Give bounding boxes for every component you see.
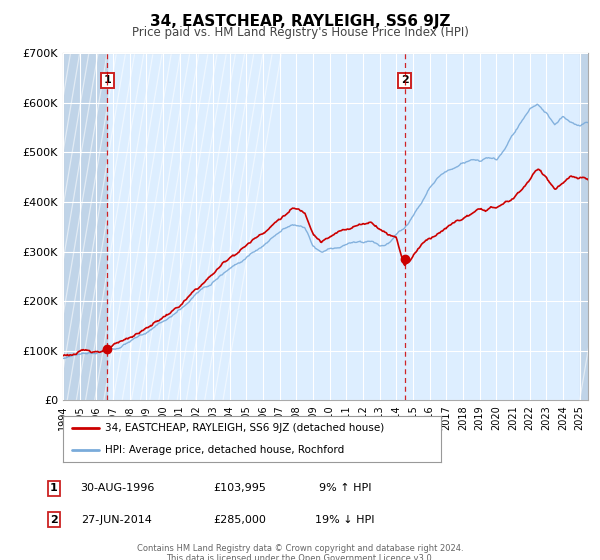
- Text: 2: 2: [50, 515, 58, 525]
- Text: 27-JUN-2014: 27-JUN-2014: [82, 515, 152, 525]
- Text: Price paid vs. HM Land Registry's House Price Index (HPI): Price paid vs. HM Land Registry's House …: [131, 26, 469, 39]
- Text: £285,000: £285,000: [214, 515, 266, 525]
- Bar: [580, 53, 600, 400]
- Text: 34, EASTCHEAP, RAYLEIGH, SS6 9JZ: 34, EASTCHEAP, RAYLEIGH, SS6 9JZ: [150, 14, 450, 29]
- Bar: [63, 53, 107, 400]
- Text: This data is licensed under the Open Government Licence v3.0.: This data is licensed under the Open Gov…: [166, 554, 434, 560]
- Text: 2: 2: [401, 76, 409, 86]
- Text: 9% ↑ HPI: 9% ↑ HPI: [319, 483, 371, 493]
- Text: £103,995: £103,995: [214, 483, 266, 493]
- Text: 1: 1: [103, 76, 111, 86]
- Text: HPI: Average price, detached house, Rochford: HPI: Average price, detached house, Roch…: [104, 445, 344, 455]
- Text: 30-AUG-1996: 30-AUG-1996: [80, 483, 154, 493]
- Text: Contains HM Land Registry data © Crown copyright and database right 2024.: Contains HM Land Registry data © Crown c…: [137, 544, 463, 553]
- Text: 34, EASTCHEAP, RAYLEIGH, SS6 9JZ (detached house): 34, EASTCHEAP, RAYLEIGH, SS6 9JZ (detach…: [104, 423, 384, 433]
- Text: 19% ↓ HPI: 19% ↓ HPI: [315, 515, 375, 525]
- Text: 1: 1: [50, 483, 58, 493]
